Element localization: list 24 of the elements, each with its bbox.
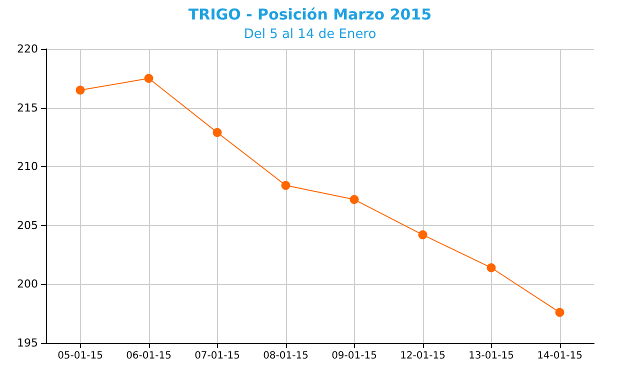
y-tick-label: 210 bbox=[17, 160, 38, 174]
y-tick-label: 195 bbox=[17, 336, 38, 350]
x-tick-label: 06-01-15 bbox=[126, 350, 172, 362]
x-tick-label: 12-01-15 bbox=[400, 350, 446, 362]
x-tick-label: 08-01-15 bbox=[263, 350, 308, 362]
x-tick-label: 05-01-15 bbox=[58, 350, 103, 362]
point bbox=[486, 263, 496, 272]
point bbox=[144, 74, 154, 83]
point bbox=[350, 195, 359, 204]
point bbox=[212, 128, 222, 137]
x-tick-label: 09-01-15 bbox=[332, 350, 377, 362]
x-tick-label: 07-01-15 bbox=[194, 350, 240, 362]
x-tick-label: 13-01-15 bbox=[468, 350, 514, 362]
y-tick-label: 200 bbox=[17, 278, 38, 291]
y-tick-label: 215 bbox=[17, 101, 38, 114]
point bbox=[76, 86, 85, 95]
point bbox=[418, 230, 428, 240]
y-tick-label: 220 bbox=[17, 42, 38, 56]
chart-title: TRIGO - Posición Marzo 2015 bbox=[188, 6, 432, 24]
chart-subtitle: Del 5 al 14 de Enero bbox=[244, 27, 376, 42]
x-tick-label: 14-01-15 bbox=[537, 350, 582, 362]
point bbox=[281, 180, 290, 190]
y-tick-label: 205 bbox=[17, 218, 38, 232]
point bbox=[555, 308, 564, 317]
